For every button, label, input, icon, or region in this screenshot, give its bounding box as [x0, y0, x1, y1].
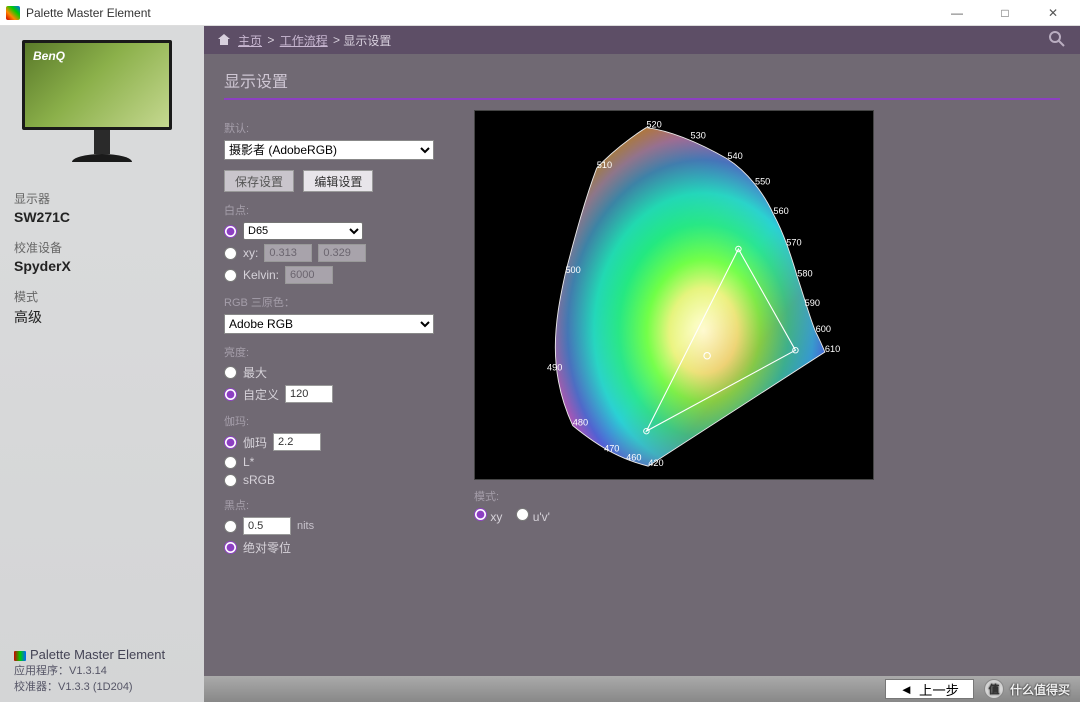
gamma-srgb-radio[interactable] [224, 474, 237, 487]
prev-button[interactable]: ◄上一步 [885, 679, 974, 699]
svg-text:600: 600 [816, 324, 831, 334]
brand-icon [14, 651, 26, 661]
bottom-bar: ◄上一步 值 什么值得买 [204, 676, 1080, 702]
app-icon [6, 6, 20, 20]
wp-xy-radio[interactable] [224, 247, 237, 260]
wp-kelvin-field [285, 266, 333, 284]
gamut-chart: 520 530 540 510 550 560 570 500 580 590 600 610 490 4… [474, 110, 874, 480]
svg-text:530: 530 [691, 131, 706, 141]
chevron-left-icon: ◄ [900, 682, 913, 697]
gamma-value-radio[interactable] [224, 436, 237, 449]
sidebar-footer: Palette Master Element 应用程序：V1.3.14 校准器：… [14, 647, 165, 694]
close-button[interactable]: ✕ [1038, 6, 1068, 20]
rgb-label: RGB 三原色： [224, 294, 454, 310]
black-label: 黑点: [224, 497, 454, 513]
breadcrumb-current: 显示设置 [343, 32, 391, 49]
black-value-radio[interactable] [224, 520, 237, 533]
edit-settings-button[interactable]: 编辑设置 [303, 170, 373, 192]
lum-value-field[interactable] [285, 385, 333, 403]
svg-text:480: 480 [573, 418, 588, 428]
preset-label: 默认: [224, 120, 454, 136]
svg-text:520: 520 [646, 120, 661, 130]
svg-text:460: 460 [626, 453, 641, 463]
breadcrumb-workflow[interactable]: 工作流程 [280, 32, 328, 49]
black-value-field[interactable] [243, 517, 291, 535]
search-icon[interactable] [1048, 30, 1066, 51]
wp-d65-radio[interactable] [224, 225, 237, 238]
sidebar: 显示器 SW271C 校准设备 SpyderX 模式 高级 Palette Ma… [0, 26, 204, 702]
lum-max-radio[interactable] [224, 366, 237, 379]
preset-select[interactable]: 摄影者 (AdobeRGB) [224, 140, 434, 160]
settings-form: 默认: 摄影者 (AdobeRGB) 保存设置 编辑设置 白点: D65 xy:… [224, 110, 454, 560]
monitor-label: 显示器 [14, 190, 190, 207]
whitepoint-label: 白点: [224, 202, 454, 218]
minimize-button[interactable]: — [942, 6, 972, 20]
wp-x-field [264, 244, 312, 262]
breadcrumb: 主页 > 工作流程 > 显示设置 [204, 26, 1080, 54]
gamma-lstar-radio[interactable] [224, 456, 237, 469]
mode-value: 高级 [14, 307, 190, 327]
svg-text:540: 540 [727, 151, 742, 161]
svg-text:420: 420 [648, 458, 663, 468]
mode-uv-radio[interactable] [516, 508, 529, 521]
rgb-select[interactable]: Adobe RGB [224, 314, 434, 334]
svg-text:490: 490 [547, 362, 562, 372]
wp-d65-select[interactable]: D65 [243, 222, 363, 240]
breadcrumb-home[interactable]: 主页 [238, 32, 262, 49]
home-icon[interactable] [216, 32, 236, 48]
wp-y-field [318, 244, 366, 262]
watermark-badge: 值 [984, 679, 1004, 699]
svg-text:560: 560 [773, 206, 788, 216]
svg-text:610: 610 [825, 344, 840, 354]
gamma-value-field[interactable] [273, 433, 321, 451]
monitor-image [22, 40, 182, 170]
save-settings-button[interactable]: 保存设置 [224, 170, 294, 192]
wp-kelvin-radio[interactable] [224, 269, 237, 282]
title-bar: Palette Master Element — □ ✕ [0, 0, 1080, 26]
chart-mode-label: 模式: [474, 488, 1060, 504]
page-title: 显示设置 [224, 68, 1060, 100]
svg-text:580: 580 [797, 269, 812, 279]
brand-name: Palette Master Element [30, 647, 165, 662]
mode-label: 模式 [14, 288, 190, 305]
black-abs-radio[interactable] [224, 541, 237, 554]
svg-text:550: 550 [755, 177, 770, 187]
svg-text:500: 500 [565, 265, 580, 275]
device-label: 校准设备 [14, 239, 190, 256]
lum-custom-radio[interactable] [224, 388, 237, 401]
mode-xy-radio[interactable] [474, 508, 487, 521]
monitor-value: SW271C [14, 209, 190, 225]
svg-text:510: 510 [597, 160, 612, 170]
luminance-label: 亮度: [224, 344, 454, 360]
gamma-label: 伽玛: [224, 413, 454, 429]
svg-text:570: 570 [786, 237, 801, 247]
maximize-button[interactable]: □ [990, 6, 1020, 20]
svg-text:470: 470 [604, 443, 619, 453]
watermark: 值 什么值得买 [984, 679, 1070, 699]
svg-text:590: 590 [805, 298, 820, 308]
window-title: Palette Master Element [26, 6, 151, 20]
window-controls: — □ ✕ [942, 6, 1074, 20]
device-value: SpyderX [14, 258, 190, 274]
